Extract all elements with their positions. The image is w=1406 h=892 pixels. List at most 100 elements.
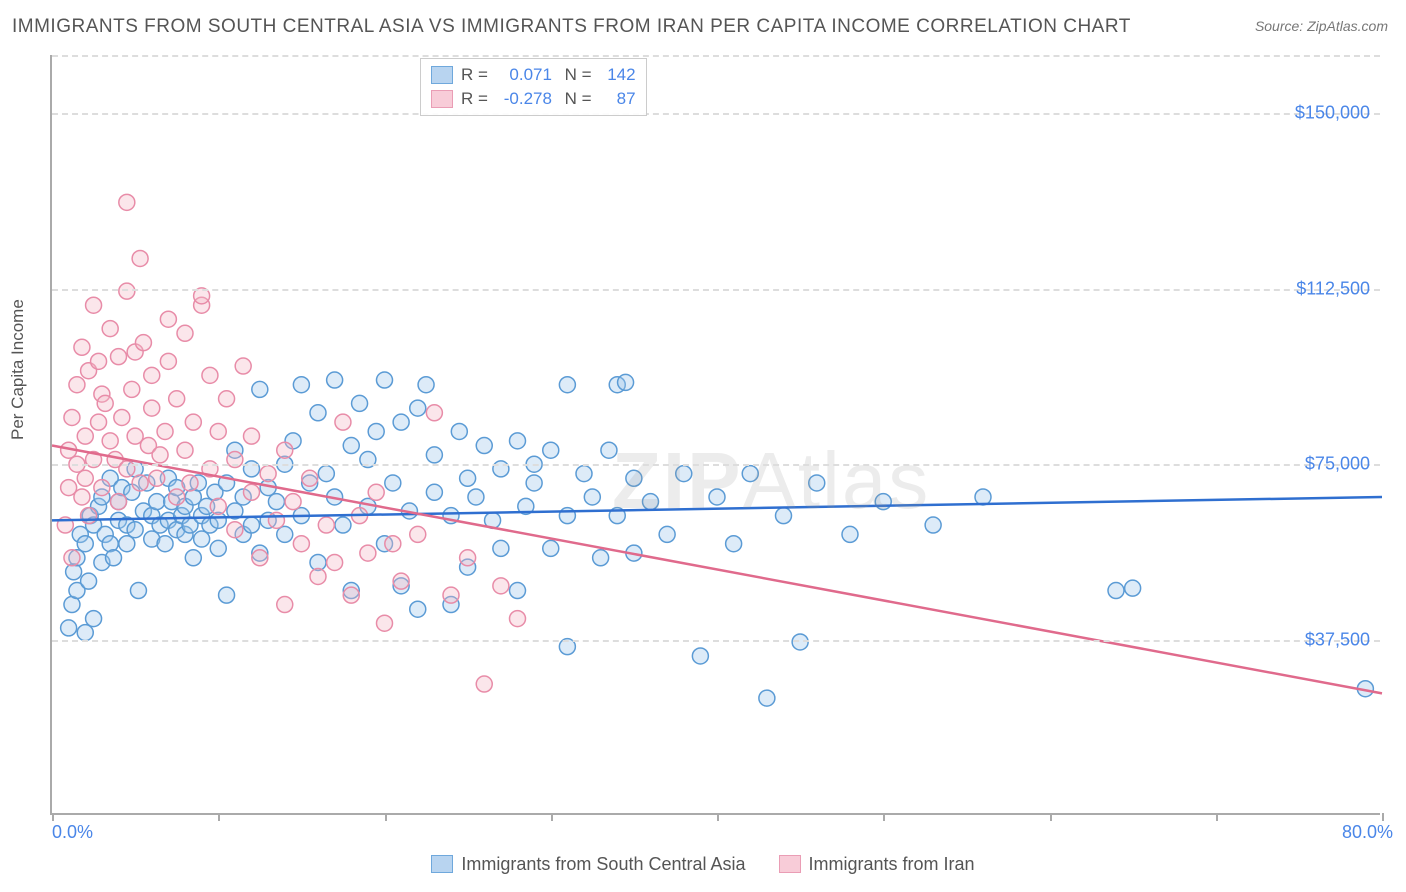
data-point [86, 611, 102, 627]
data-point [74, 489, 90, 505]
data-point [64, 550, 80, 566]
data-point [77, 625, 93, 641]
data-point [277, 597, 293, 613]
data-point [310, 568, 326, 584]
data-point [335, 414, 351, 430]
data-point [1108, 583, 1124, 599]
data-point [169, 489, 185, 505]
legend-bottom-label-1: Immigrants from Iran [809, 854, 975, 875]
data-point [626, 470, 642, 486]
data-point [244, 517, 260, 533]
data-point [135, 335, 151, 351]
data-point [742, 466, 758, 482]
data-point [119, 194, 135, 210]
data-point [368, 484, 384, 500]
data-point [77, 536, 93, 552]
data-point [111, 349, 127, 365]
x-tick [883, 813, 885, 821]
trend-line [52, 446, 1382, 694]
chart-title: IMMIGRANTS FROM SOUTH CENTRAL ASIA VS IM… [12, 16, 1131, 38]
data-point [102, 433, 118, 449]
data-point [124, 381, 140, 397]
data-point [86, 297, 102, 313]
data-point [343, 438, 359, 454]
r-value-0: 0.071 [496, 65, 552, 85]
data-point [559, 377, 575, 393]
data-point [426, 447, 442, 463]
data-point [443, 587, 459, 603]
y-tick-label: $37,500 [1305, 629, 1370, 650]
data-point [144, 367, 160, 383]
data-point [302, 470, 318, 486]
x-tick [218, 813, 220, 821]
data-point [393, 414, 409, 430]
data-point [576, 466, 592, 482]
data-point [510, 611, 526, 627]
data-point [252, 381, 268, 397]
data-point [219, 391, 235, 407]
data-point [69, 377, 85, 393]
data-point [385, 536, 401, 552]
plot-area: ZIPAtlas $37,500$75,000$112,500$150,0000… [50, 55, 1380, 815]
data-point [194, 531, 210, 547]
data-point [593, 550, 609, 566]
data-point [177, 325, 193, 341]
data-point [493, 578, 509, 594]
data-point [268, 512, 284, 528]
data-point [285, 494, 301, 510]
data-point [310, 405, 326, 421]
data-point [102, 321, 118, 337]
gridline [52, 640, 1380, 642]
data-point [293, 536, 309, 552]
data-point [792, 634, 808, 650]
gridline [52, 55, 1380, 57]
legend-item-1: Immigrants from Iran [779, 854, 975, 875]
data-point [182, 475, 198, 491]
data-point [64, 409, 80, 425]
data-point [510, 583, 526, 599]
data-point [185, 414, 201, 430]
data-point [410, 601, 426, 617]
data-point [61, 620, 77, 636]
data-point [177, 442, 193, 458]
x-tick [385, 813, 387, 821]
data-point [393, 573, 409, 589]
data-point [875, 494, 891, 510]
legend-stats: R = 0.071 N = 142 R = -0.278 N = 87 [420, 58, 647, 116]
data-point [385, 475, 401, 491]
data-point [268, 494, 284, 510]
legend-bottom-swatch-0 [431, 855, 453, 873]
data-point [227, 522, 243, 538]
data-point [468, 489, 484, 505]
data-point [343, 587, 359, 603]
data-point [210, 498, 226, 514]
plot-svg [52, 55, 1382, 815]
data-point [277, 442, 293, 458]
data-point [676, 466, 692, 482]
data-point [618, 374, 634, 390]
data-point [94, 480, 110, 496]
n-value-1: 87 [600, 89, 636, 109]
data-point [543, 540, 559, 556]
data-point [127, 522, 143, 538]
data-point [119, 283, 135, 299]
data-point [493, 540, 509, 556]
x-tick [717, 813, 719, 821]
data-point [219, 587, 235, 603]
data-point [91, 414, 107, 430]
legend-bottom-swatch-1 [779, 855, 801, 873]
data-point [114, 409, 130, 425]
data-point [692, 648, 708, 664]
data-point [130, 583, 146, 599]
data-point [119, 536, 135, 552]
data-point [543, 442, 559, 458]
data-point [526, 475, 542, 491]
data-point [709, 489, 725, 505]
data-point [1125, 580, 1141, 596]
data-point [210, 540, 226, 556]
data-point [418, 377, 434, 393]
data-point [77, 428, 93, 444]
data-point [185, 550, 201, 566]
data-point [81, 573, 97, 589]
legend-bottom-label-0: Immigrants from South Central Asia [461, 854, 745, 875]
